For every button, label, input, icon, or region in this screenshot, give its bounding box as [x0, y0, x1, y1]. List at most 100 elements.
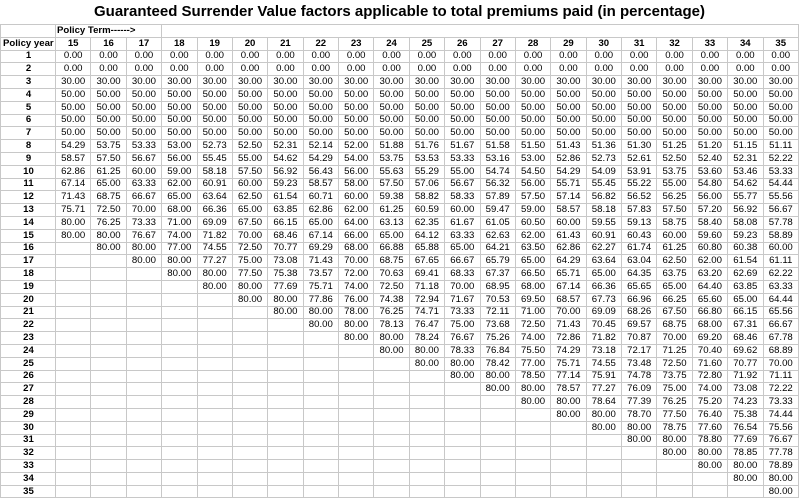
- value-cell[interactable]: 62.27: [585, 241, 623, 256]
- value-cell[interactable]: 68.57: [550, 292, 587, 307]
- value-cell[interactable]: [196, 395, 233, 409]
- value-cell[interactable]: [408, 484, 446, 498]
- value-cell[interactable]: 65.79: [479, 254, 516, 269]
- policy-year-cell[interactable]: 25: [0, 356, 56, 371]
- value-cell[interactable]: 0.00: [373, 49, 410, 64]
- value-cell[interactable]: 50.00: [196, 126, 233, 141]
- value-cell[interactable]: 64.21: [479, 241, 516, 256]
- value-cell[interactable]: [550, 484, 587, 498]
- policy-year-cell[interactable]: 31: [0, 433, 56, 448]
- value-cell[interactable]: 66.36: [585, 279, 623, 294]
- value-cell[interactable]: 67.14: [302, 228, 340, 243]
- value-cell[interactable]: [90, 484, 127, 498]
- value-cell[interactable]: [514, 446, 552, 461]
- value-cell[interactable]: [302, 382, 340, 397]
- value-cell[interactable]: [161, 484, 198, 498]
- value-cell[interactable]: 78.13: [373, 318, 410, 333]
- value-cell[interactable]: 60.00: [550, 215, 587, 230]
- value-cell[interactable]: 72.22: [762, 382, 799, 397]
- value-cell[interactable]: 76.67: [762, 433, 799, 448]
- value-cell[interactable]: 58.08: [727, 215, 764, 230]
- value-cell[interactable]: [90, 254, 127, 269]
- value-cell[interactable]: [267, 343, 304, 358]
- policy-year-cell[interactable]: 21: [0, 305, 56, 320]
- value-cell[interactable]: [267, 369, 304, 384]
- value-cell[interactable]: 57.50: [656, 203, 693, 217]
- value-cell[interactable]: [373, 459, 410, 473]
- value-cell[interactable]: [54, 446, 92, 461]
- policy-year-cell[interactable]: 34: [0, 471, 56, 486]
- value-cell[interactable]: [267, 318, 304, 333]
- value-cell[interactable]: [125, 484, 163, 498]
- value-cell[interactable]: 30.00: [302, 75, 340, 89]
- value-cell[interactable]: 80.00: [302, 305, 340, 320]
- value-cell[interactable]: [196, 484, 233, 498]
- value-cell[interactable]: [161, 331, 198, 345]
- value-cell[interactable]: 50.00: [408, 113, 446, 128]
- value-cell[interactable]: 71.43: [302, 254, 340, 269]
- policy-term-header[interactable]: 27: [479, 36, 516, 51]
- value-cell[interactable]: [337, 484, 375, 498]
- value-cell[interactable]: 77.00: [161, 241, 198, 256]
- value-cell[interactable]: [196, 356, 233, 371]
- value-cell[interactable]: 50.00: [373, 100, 410, 115]
- policy-term-header[interactable]: 32: [656, 36, 693, 51]
- value-cell[interactable]: 75.71: [550, 356, 587, 371]
- value-cell[interactable]: 53.16: [479, 151, 516, 166]
- value-cell[interactable]: 50.00: [585, 126, 623, 141]
- value-cell[interactable]: 77.69: [727, 433, 764, 448]
- value-cell[interactable]: 61.54: [267, 190, 304, 205]
- value-cell[interactable]: [267, 331, 304, 345]
- value-cell[interactable]: 77.78: [762, 446, 799, 461]
- value-cell[interactable]: [125, 356, 163, 371]
- value-cell[interactable]: 72.80: [691, 369, 729, 384]
- value-cell[interactable]: 59.38: [373, 190, 410, 205]
- value-cell[interactable]: [514, 471, 552, 486]
- value-cell[interactable]: 0.00: [620, 62, 658, 77]
- value-cell[interactable]: 57.89: [479, 190, 516, 205]
- value-cell[interactable]: [161, 446, 198, 461]
- policy-year-cell[interactable]: 8: [0, 139, 56, 153]
- policy-term-header[interactable]: 28: [514, 36, 552, 51]
- policy-year-cell[interactable]: 32: [0, 446, 56, 461]
- value-cell[interactable]: [125, 433, 163, 448]
- value-cell[interactable]: 74.00: [691, 382, 729, 397]
- value-cell[interactable]: [302, 343, 340, 358]
- value-cell[interactable]: 67.14: [54, 177, 92, 192]
- value-cell[interactable]: 65.00: [373, 228, 410, 243]
- value-cell[interactable]: 75.00: [656, 382, 693, 397]
- value-cell[interactable]: [161, 420, 198, 435]
- value-cell[interactable]: [444, 471, 481, 486]
- policy-year-cell[interactable]: 10: [0, 164, 56, 179]
- value-cell[interactable]: 80.00: [620, 420, 658, 435]
- value-cell[interactable]: [54, 382, 92, 397]
- value-cell[interactable]: 77.69: [267, 279, 304, 294]
- value-cell[interactable]: [444, 382, 481, 397]
- value-cell[interactable]: 50.00: [656, 100, 693, 115]
- value-cell[interactable]: 69.57: [620, 318, 658, 333]
- value-cell[interactable]: [302, 407, 340, 422]
- value-cell[interactable]: [267, 420, 304, 435]
- value-cell[interactable]: 66.80: [691, 305, 729, 320]
- value-cell[interactable]: 50.00: [514, 113, 552, 128]
- value-cell[interactable]: 80.00: [90, 228, 127, 243]
- value-cell[interactable]: [585, 433, 623, 448]
- value-cell[interactable]: 57.14: [550, 190, 587, 205]
- value-cell[interactable]: 51.76: [408, 139, 446, 153]
- value-cell[interactable]: [196, 305, 233, 320]
- value-cell[interactable]: 55.22: [620, 177, 658, 192]
- value-cell[interactable]: 80.00: [620, 433, 658, 448]
- value-cell[interactable]: [337, 407, 375, 422]
- value-cell[interactable]: 80.00: [302, 318, 340, 333]
- value-cell[interactable]: [231, 420, 269, 435]
- value-cell[interactable]: 51.67: [444, 139, 481, 153]
- value-cell[interactable]: 68.46: [727, 331, 764, 345]
- policy-year-cell[interactable]: 14: [0, 215, 56, 230]
- value-cell[interactable]: 52.61: [620, 151, 658, 166]
- value-cell[interactable]: 60.00: [125, 164, 163, 179]
- value-cell[interactable]: [231, 343, 269, 358]
- value-cell[interactable]: 56.67: [125, 151, 163, 166]
- value-cell[interactable]: 0.00: [337, 49, 375, 64]
- value-cell[interactable]: 57.20: [691, 203, 729, 217]
- value-cell[interactable]: 50.00: [550, 126, 587, 141]
